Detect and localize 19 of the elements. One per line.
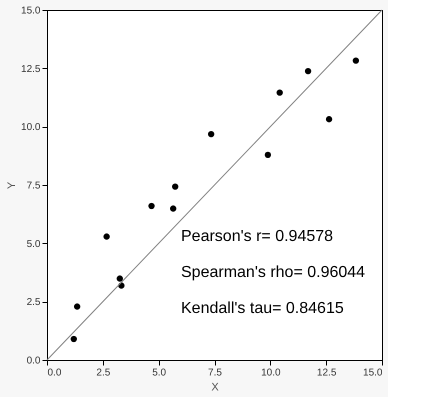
- x-tick-label: 2.5: [96, 368, 111, 378]
- x-tick-label: 15.0: [363, 368, 383, 378]
- y-tick-label: 5.0: [26, 238, 41, 250]
- y-tick-label: 10.0: [21, 122, 41, 134]
- y-tick-label: 2.5: [26, 297, 41, 308]
- x-tick-label: 5.0: [152, 368, 167, 378]
- annotation: Pearson's r= 0.94578: [181, 228, 334, 245]
- y-tick-label: 7.5: [26, 180, 41, 192]
- x-tick-label: 10.0: [261, 368, 281, 378]
- y-tick-label: 12.5: [21, 64, 41, 75]
- x-tick-label: 12.5: [316, 368, 337, 378]
- y-axis-title: Y: [6, 181, 18, 190]
- annotation: Spearman's rho= 0.96044: [181, 264, 366, 281]
- y-tick-label: 15.0: [21, 6, 41, 16]
- annotation: Kendall's tau= 0.84615: [181, 300, 344, 317]
- x-tick-label: 7.5: [208, 368, 222, 378]
- y-tick-label: 0.0: [26, 356, 41, 366]
- x-tick-label: 0.0: [48, 368, 62, 378]
- x-axis-title: X: [211, 382, 220, 394]
